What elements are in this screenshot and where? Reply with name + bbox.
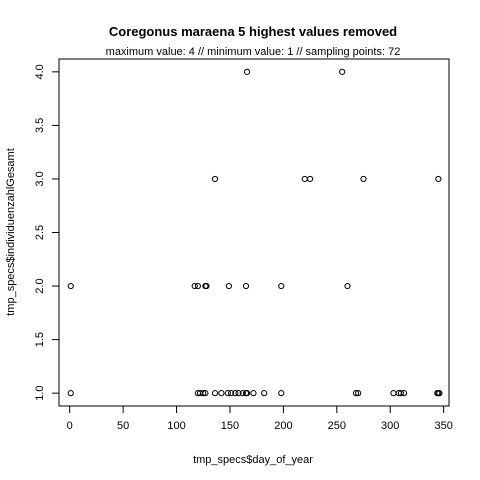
x-tick-label: 50: [117, 420, 129, 432]
data-point: [360, 175, 367, 183]
data-point: [211, 175, 219, 183]
data-points: [67, 68, 443, 397]
data-point: [306, 175, 314, 183]
y-tick-label: 4.0: [34, 64, 46, 79]
data-point: [242, 282, 250, 290]
x-tick-label: 200: [274, 420, 292, 432]
x-tick-label: 100: [167, 420, 185, 432]
y-axis: 1.0 1.5 2.0 2.5 3.0 3.5 4.0: [34, 64, 60, 401]
data-point: [191, 282, 198, 290]
x-tick-label: 150: [221, 420, 239, 432]
y-tick-label: 3.0: [34, 171, 46, 186]
data-point: [67, 390, 74, 397]
data-point: [200, 390, 207, 397]
data-point: [194, 282, 202, 290]
y-tick-label: 1.0: [34, 385, 46, 400]
data-point: [352, 390, 360, 397]
data-point: [227, 390, 235, 397]
y-tick-label: 2.5: [34, 225, 46, 240]
x-tick-label: 0: [67, 420, 73, 432]
data-point: [278, 390, 285, 397]
data-point: [203, 282, 210, 290]
data-point: [211, 390, 219, 397]
x-tick-label: 300: [381, 420, 399, 432]
data-point: [355, 390, 362, 397]
x-tick-label: 250: [328, 420, 346, 432]
data-point: [278, 282, 285, 290]
y-tick-label: 2.0: [34, 278, 46, 293]
y-axis-label: tmp_specs$individuenzahlGesamt: [5, 148, 17, 316]
data-point: [390, 390, 397, 397]
data-point: [243, 68, 251, 75]
data-point: [301, 175, 308, 183]
data-point: [225, 282, 232, 290]
data-point: [261, 390, 268, 397]
chart-subtitle: maximum value: 4 // minimum value: 1 // …: [106, 46, 401, 58]
plot-frame: [58, 58, 450, 407]
data-point: [401, 390, 408, 397]
data-point: [243, 390, 251, 397]
data-point: [232, 390, 239, 397]
data-point: [344, 282, 351, 290]
data-point: [435, 175, 442, 183]
data-point: [218, 390, 225, 397]
data-point: [235, 390, 242, 397]
chart-title: Coregonus maraena 5 highest values remov…: [109, 24, 397, 39]
data-point: [436, 390, 443, 397]
data-point: [250, 390, 257, 397]
data-point: [202, 390, 209, 397]
data-point: [224, 390, 231, 397]
y-tick-label: 3.5: [34, 118, 46, 133]
x-tick-label: 350: [434, 420, 452, 432]
x-axis-label: tmp_specs$day_of_year: [193, 454, 313, 466]
data-point: [239, 390, 246, 397]
data-point: [339, 68, 346, 75]
y-tick-label: 1.5: [34, 332, 46, 347]
data-point: [397, 390, 405, 397]
data-point: [67, 282, 74, 290]
x-axis: 0 50 100 150 200 250 300 350: [67, 405, 453, 432]
